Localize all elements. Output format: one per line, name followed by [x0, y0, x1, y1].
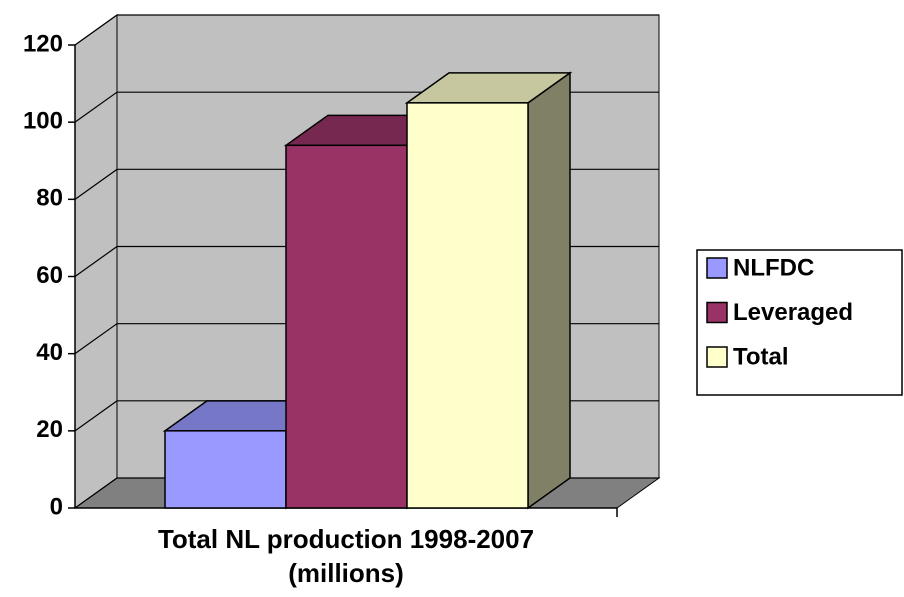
y-tick-label: 120 — [23, 30, 63, 57]
bar — [285, 144, 408, 509]
legend-swatch — [706, 257, 728, 279]
bar — [406, 102, 529, 509]
y-tick-label: 20 — [36, 416, 63, 443]
bar — [164, 430, 287, 509]
y-tick-label: 100 — [23, 108, 63, 135]
legend-swatch — [706, 346, 728, 368]
y-tick-label: 60 — [36, 262, 63, 289]
y-tick-label: 80 — [36, 185, 63, 212]
category-label: Total NL production 1998-2007 (millions) — [157, 524, 535, 588]
y-tick-label: 0 — [50, 493, 63, 520]
legend-box — [696, 249, 903, 396]
legend-swatch — [706, 301, 728, 324]
legend-label: NLFDC — [733, 254, 814, 281]
grid-line — [74, 14, 659, 46]
bar-side — [527, 71, 571, 510]
legend-label: Total — [733, 343, 789, 370]
legend-label: Leveraged — [733, 299, 853, 326]
y-tick-label: 40 — [36, 339, 63, 366]
